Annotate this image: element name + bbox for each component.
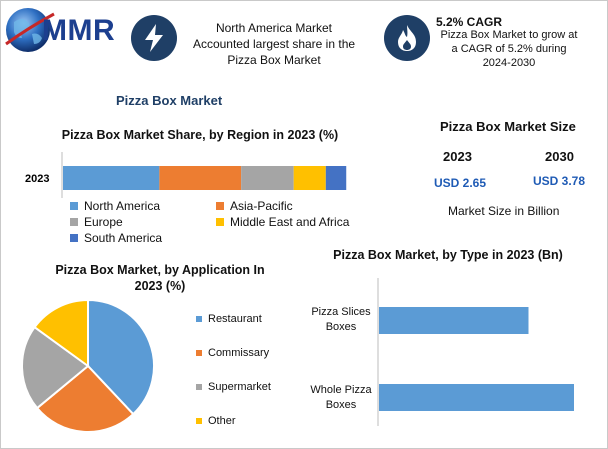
legend-middle-east-africa: Middle East and Africa — [216, 215, 349, 229]
region-stacked-bar-chart: 2023 — [25, 152, 347, 198]
legend-supermarket: Supermarket — [196, 381, 271, 393]
bar-whole-pizza-boxes — [379, 384, 574, 411]
globe-icon — [5, 8, 55, 52]
bar-europe — [241, 166, 294, 190]
market-size-year-2030: 2030 — [545, 149, 574, 164]
market-size-note-text: Market Size in Billion — [448, 204, 560, 218]
type-chart-title: Pizza Box Market, by Type in 2023 (Bn) — [333, 248, 563, 262]
legend-north-america: North America — [70, 199, 160, 213]
market-size-value-2030: USD 3.78 — [533, 174, 586, 188]
legend-asia-pacific: Asia-Pacific — [216, 199, 293, 213]
bar-middle-east-africa — [293, 166, 326, 190]
application-pie-chart — [21, 298, 155, 433]
application-chart-title: Pizza Box Market, by Application In 2023… — [55, 263, 265, 293]
type-category-whole-pizza: Whole Pizza Boxes — [310, 384, 372, 411]
bar-asia-pacific — [159, 166, 242, 190]
market-size-value-2023: USD 2.65 — [434, 176, 487, 190]
lightning-bolt-icon — [131, 15, 177, 61]
market-size-note: Market Size in Billion — [448, 204, 559, 218]
mmr-logo — [2, 4, 120, 56]
legend-south-america: South America — [70, 231, 162, 245]
legend-other: Other — [196, 415, 236, 427]
type-bar-chart — [377, 278, 574, 426]
bar-pizza-slices-boxes — [379, 307, 529, 334]
legend-europe: Europe — [70, 215, 123, 229]
legend-restaurant: Restaurant — [196, 313, 262, 325]
bar-north-america — [63, 166, 160, 190]
slice-commissary — [35, 364, 135, 433]
market-size-title: Pizza Box Market Size — [440, 119, 576, 134]
market-size-year-2023: 2023 — [443, 149, 472, 164]
bar-south-america — [325, 166, 347, 190]
header-card-1-text: North America Market Accounted largest s… — [192, 21, 356, 67]
legend-commissary: Commissary — [196, 347, 269, 359]
main-title: Pizza Box Market — [116, 93, 223, 108]
slice-supermarket — [21, 325, 90, 410]
slice-other — [33, 298, 89, 368]
logo-text: MMR — [42, 14, 116, 47]
region-chart-title: Pizza Box Market Share, by Region in 202… — [61, 128, 339, 142]
cagr-title: 5.2% CAGR — [436, 15, 503, 29]
type-category-pizza-slices: Pizza Slices Boxes — [311, 306, 371, 333]
slice-restaurant — [87, 298, 155, 416]
flame-icon — [384, 15, 430, 61]
application-legend: Restaurant Commissary Supermarket Other — [196, 313, 316, 433]
region-category-label: 2023 — [25, 173, 49, 185]
cagr-text: Pizza Box Market to grow at a CAGR of 5.… — [440, 29, 578, 69]
